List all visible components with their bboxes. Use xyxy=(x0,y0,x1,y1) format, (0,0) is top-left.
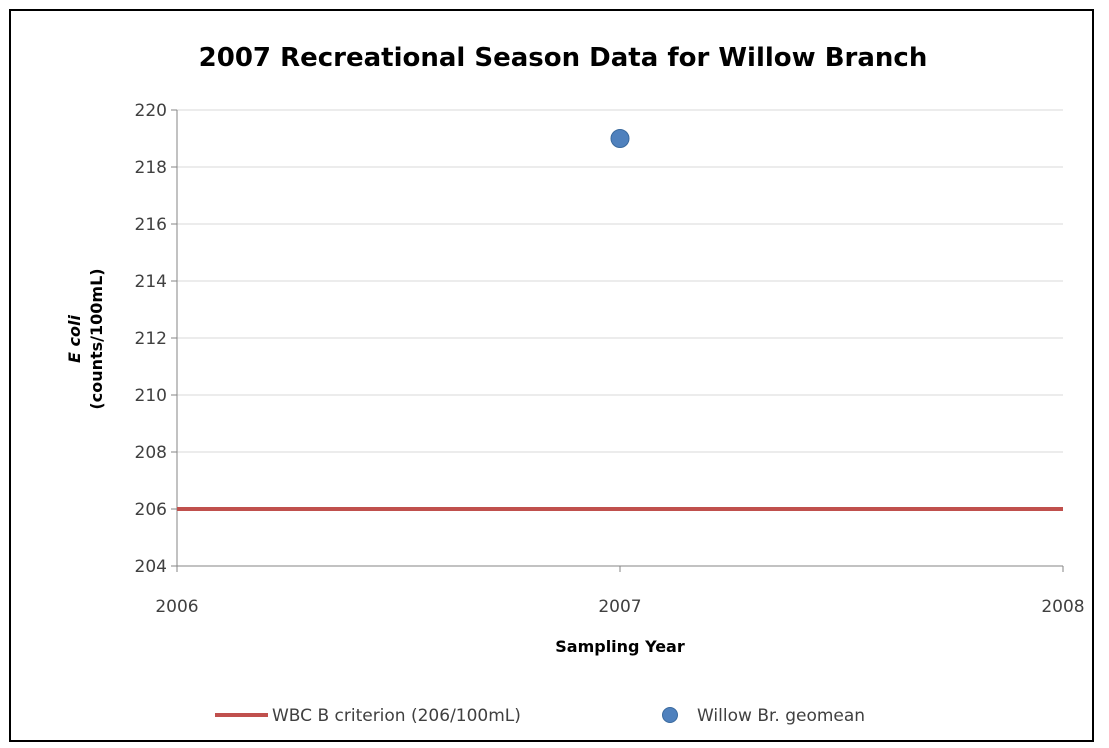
axes xyxy=(171,109,1064,572)
y-tick-labels: 204 206 208 210 212 214 216 218 220 xyxy=(135,101,167,577)
legend: WBC B criterion (206/100mL) Willow Br. g… xyxy=(215,706,865,726)
series-layer xyxy=(177,129,1063,511)
geomean-point xyxy=(610,129,630,148)
y-tick-label: 218 xyxy=(135,158,167,178)
y-tick-label: 220 xyxy=(135,101,167,121)
chart-title: 2007 Recreational Season Data for Willow… xyxy=(199,43,928,73)
x-tick-label: 2007 xyxy=(598,597,641,617)
legend-label-criterion: WBC B criterion (206/100mL) xyxy=(272,706,521,726)
y-axis-title-line1: E coli xyxy=(65,315,84,363)
y-tick-label: 208 xyxy=(135,443,167,463)
x-axis-title: Sampling Year xyxy=(555,637,685,656)
legend-label-geomean: Willow Br. geomean xyxy=(697,706,865,726)
x-tick-label: 2008 xyxy=(1041,597,1084,617)
legend-swatch-geomean xyxy=(662,707,678,723)
y-tick-label: 214 xyxy=(135,272,167,292)
y-axis-title-line2: (counts/100mL) xyxy=(87,268,106,409)
y-tick-label: 212 xyxy=(135,329,167,349)
y-tick-label: 216 xyxy=(135,215,167,235)
y-tick-label: 206 xyxy=(135,500,167,520)
y-axis-title: E coli (counts/100mL) xyxy=(65,268,106,409)
x-tick-labels: 2006 2007 2008 xyxy=(155,597,1084,617)
gridlines xyxy=(177,109,1063,510)
chart-frame xyxy=(9,9,1094,742)
y-tick-label: 204 xyxy=(135,557,167,577)
y-tick-label: 210 xyxy=(135,386,167,406)
x-tick-label: 2006 xyxy=(155,597,198,617)
